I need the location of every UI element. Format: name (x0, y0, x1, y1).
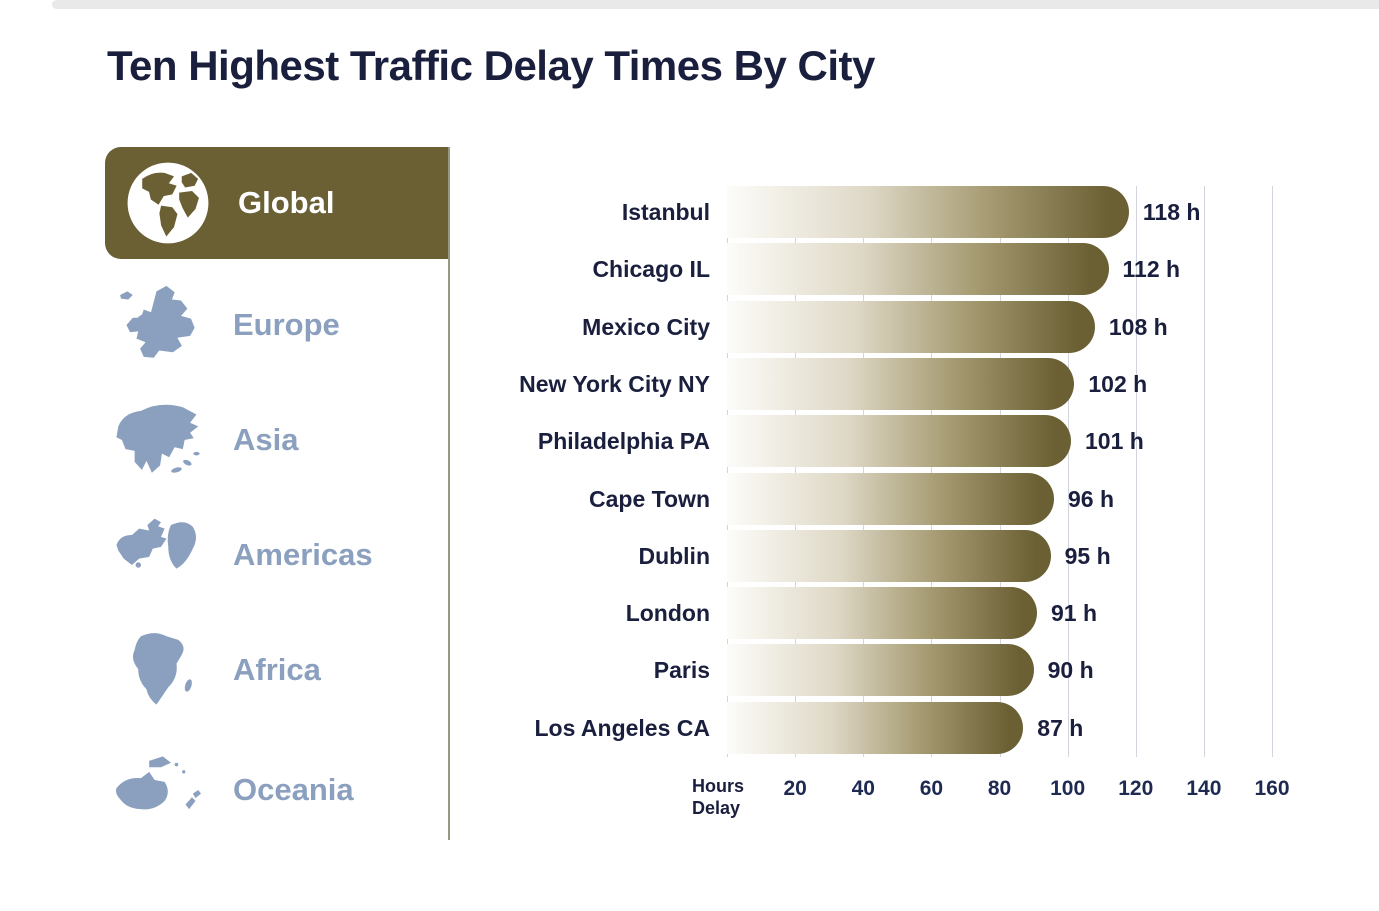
category-label: Istanbul (621, 199, 710, 225)
delay-bar (727, 587, 1037, 639)
gridline (999, 186, 1001, 757)
sidebar-tab-americas[interactable]: Americas (105, 515, 448, 595)
x-axis-title: Hours Delay (692, 776, 744, 819)
gridline (1135, 186, 1137, 757)
gridline (795, 186, 797, 757)
africa-map-icon (105, 629, 217, 711)
sidebar-tab-global[interactable]: Global (105, 147, 448, 259)
page-title: Ten Highest Traffic Delay Times By City (107, 42, 875, 89)
value-label: 87 h (1037, 715, 1084, 741)
category-label: Cape Town (589, 486, 710, 512)
sidebar-tab-global-label: Global (238, 185, 335, 220)
gridline (727, 186, 728, 757)
value-label: 91 h (1051, 600, 1098, 626)
sidebar-tab-europe-label: Europe (233, 307, 340, 342)
delay-bar (727, 530, 1051, 582)
sidebar-tab-oceania-label: Oceania (233, 772, 354, 807)
delay-bar (727, 243, 1109, 295)
category-label: New York City NY (519, 371, 710, 397)
category-label: London (625, 600, 710, 626)
category-label: Dublin (638, 543, 710, 569)
x-axis-tick-label: 120 (1118, 777, 1154, 800)
x-axis-tick-label: 100 (1050, 777, 1086, 800)
x-axis-tick-label: 140 (1186, 777, 1222, 800)
x-axis-tick-label: 60 (919, 777, 944, 800)
value-label: 95 h (1064, 543, 1111, 569)
sidebar-tab-asia-label: Asia (233, 422, 299, 457)
sidebar-tab-europe[interactable]: Europe (105, 285, 448, 365)
category-label: Chicago IL (592, 256, 710, 282)
globe-icon (125, 160, 211, 246)
category-label: Philadelphia PA (537, 428, 710, 454)
asia-map-icon (105, 399, 217, 481)
x-axis-tick-label: 160 (1254, 777, 1290, 800)
sidebar-divider (448, 147, 450, 840)
delay-bar (727, 415, 1071, 467)
value-label: 108 h (1108, 314, 1168, 340)
value-label: 101 h (1085, 428, 1144, 454)
category-label: Mexico City (582, 314, 710, 340)
value-label: 102 h (1088, 371, 1148, 397)
window-top-edge (52, 0, 1379, 9)
sidebar-tab-asia[interactable]: Asia (105, 400, 448, 480)
gridline (1272, 186, 1273, 757)
x-axis-tick-label: 40 (851, 777, 875, 800)
delay-bar (727, 702, 1024, 754)
delay-bar (727, 301, 1095, 353)
x-axis-title-line2: Delay (692, 797, 741, 818)
x-axis-tick-label: 80 (987, 777, 1012, 800)
delay-bar (727, 473, 1054, 525)
x-axis-tick-label: 20 (783, 777, 807, 800)
europe-map-icon (105, 284, 217, 366)
gridline (1203, 186, 1205, 757)
americas-map-icon (105, 514, 217, 596)
sidebar-tab-africa-label: Africa (233, 652, 321, 687)
delay-bar (727, 186, 1129, 238)
sidebar-tab-americas-label: Americas (233, 537, 373, 572)
value-label: 112 h (1122, 256, 1181, 282)
delay-bar (727, 358, 1075, 410)
value-label: 96 h (1068, 486, 1115, 512)
gridline (931, 186, 933, 757)
gridline (1067, 186, 1069, 757)
gridline (863, 186, 865, 757)
x-axis-title-line1: Hours (692, 776, 745, 796)
category-label: Paris (653, 657, 710, 683)
sidebar-tab-oceania[interactable]: Oceania (105, 750, 448, 830)
sidebar-tab-africa[interactable]: Africa (105, 630, 448, 710)
value-label: 90 h (1047, 657, 1094, 683)
category-label: Los Angeles CA (534, 715, 710, 741)
value-label: 118 h (1142, 199, 1201, 225)
oceania-map-icon (105, 753, 217, 827)
delay-bar (727, 644, 1034, 696)
